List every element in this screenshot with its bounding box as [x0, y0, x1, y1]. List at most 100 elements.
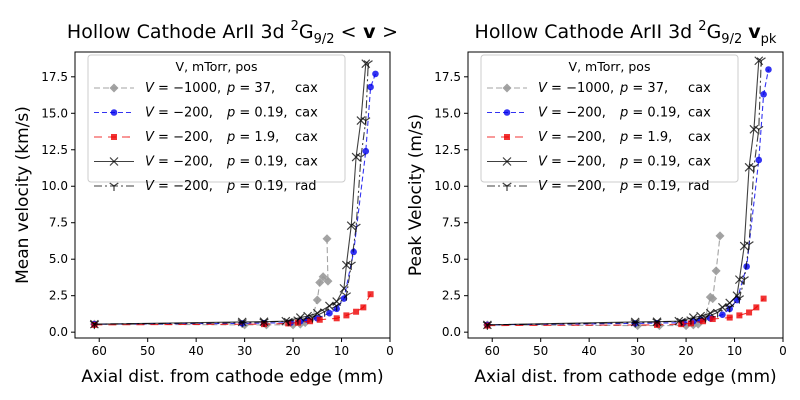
legend-marker — [503, 109, 511, 116]
data-point — [293, 316, 303, 325]
x-tick-label: 40 — [189, 344, 204, 358]
legend-marker — [502, 157, 512, 166]
data-point — [341, 292, 352, 301]
legend-p-term: p = 1.9, — [619, 130, 672, 145]
legend-entry-4: V = −200, p = 0.19, cax — [487, 155, 711, 170]
legend-v-term: V = −200, — [538, 155, 606, 170]
y-tick-label: 15.0 — [41, 106, 68, 120]
x-tick-label: 20 — [285, 344, 300, 358]
data-point — [765, 66, 772, 73]
y-tick-label: 12.5 — [41, 143, 68, 157]
data-point — [362, 147, 370, 155]
legend-p-term: p = 0.19, — [226, 155, 288, 170]
data-point — [323, 276, 333, 286]
legend-pos-term: rad — [688, 179, 710, 194]
legend-marker — [504, 134, 510, 140]
data-point — [719, 311, 726, 318]
data-point — [739, 276, 749, 285]
data-point — [756, 57, 766, 66]
data-point — [482, 321, 493, 330]
legend-pos-term: cax — [295, 106, 318, 121]
legend-entry-1: V = −1000, p = 37, cax — [94, 81, 318, 96]
legend-pos-term: cax — [688, 130, 711, 145]
data-point — [744, 162, 754, 172]
y-tick-label: 17.5 — [434, 70, 461, 84]
legend-entry-5: V = −200, p = 0.19, rad — [94, 179, 317, 194]
legend-pos-term: cax — [295, 155, 318, 170]
data-point — [749, 163, 759, 173]
axes-frame — [74, 51, 391, 339]
x-tick-label: 60 — [92, 344, 107, 358]
y-tick-label: 5.0 — [49, 252, 68, 266]
y-tick-label: 5.0 — [442, 252, 461, 266]
x-tick-label: 60 — [485, 344, 500, 358]
legend-v-term: V = −200, — [145, 179, 213, 194]
data-point — [711, 266, 721, 276]
data-point — [755, 156, 763, 164]
legend-v-term: V = −1000, — [145, 81, 221, 96]
chart-title: Hollow Cathode ArII 3d 2G9/2 vpk — [475, 19, 777, 47]
x-tick-label: 50 — [533, 344, 548, 358]
series-5 — [89, 60, 373, 330]
data-point — [312, 295, 322, 305]
data-point — [318, 272, 328, 282]
data-point — [746, 309, 753, 316]
plot-area — [89, 59, 379, 330]
legend-marker — [110, 109, 118, 116]
legend-p-term: p = 37, — [619, 81, 668, 96]
data-point — [367, 291, 374, 298]
legend-title: V, mTorr, pos — [569, 59, 651, 74]
data-point — [726, 314, 733, 321]
legend-entry-1: V = −1000, p = 37, cax — [487, 81, 711, 96]
legend-marker — [109, 83, 119, 93]
legend-pos-term: cax — [688, 155, 711, 170]
data-point — [356, 116, 366, 126]
y-tick-label: 2.5 — [442, 289, 461, 303]
legend-v-term: V = −200, — [145, 130, 213, 145]
legend-box — [87, 54, 346, 183]
series-line — [94, 238, 329, 326]
data-point — [753, 304, 760, 311]
legend-v-term: V = −200, — [538, 130, 606, 145]
legend-v-term: V = −200, — [145, 155, 213, 170]
x-tick-label: 30 — [237, 344, 252, 358]
y-tick-label: 7.5 — [49, 216, 68, 230]
y-tick-label: 12.5 — [434, 143, 461, 157]
legend-p-term: p = 0.19, — [619, 106, 681, 121]
x-axis-label: Axial dist. from cathode edge (mm) — [81, 367, 383, 387]
data-point — [350, 248, 357, 256]
y-tick-label: 7.5 — [442, 216, 461, 230]
data-point — [319, 308, 330, 317]
x-axis-label: Axial dist. from cathode edge (mm) — [474, 367, 776, 387]
data-point — [686, 316, 696, 325]
data-point — [736, 312, 743, 319]
data-point — [346, 261, 356, 271]
x-tick-label: 10 — [334, 344, 349, 358]
data-point — [734, 295, 745, 304]
data-point — [237, 319, 247, 328]
legend-pos-term: cax — [295, 81, 318, 96]
chart-title: Hollow Cathode ArII 3d 2G9/2 < v > — [67, 19, 398, 47]
legend-entry-3: V = −200, p = 1.9, cax — [94, 130, 318, 145]
data-point — [630, 319, 640, 328]
y-tick-label: 2.5 — [49, 289, 68, 303]
legend-marker — [502, 182, 512, 191]
data-point — [652, 318, 662, 327]
data-point — [316, 316, 323, 323]
data-point — [372, 70, 379, 78]
data-point — [341, 260, 351, 270]
legend-pos-term: cax — [688, 106, 711, 121]
plot-area — [482, 56, 772, 331]
legend-pos-term: cax — [688, 81, 711, 96]
data-point — [700, 318, 707, 325]
x-tick-label: 50 — [140, 344, 155, 358]
x-tick-label: 0 — [779, 344, 787, 358]
series-line — [487, 69, 770, 326]
series-1 — [89, 234, 333, 330]
x-tick-label: 40 — [582, 344, 597, 358]
legend-entry-2: V = −200, p = 0.19, cax — [94, 106, 318, 121]
data-point — [363, 60, 373, 69]
